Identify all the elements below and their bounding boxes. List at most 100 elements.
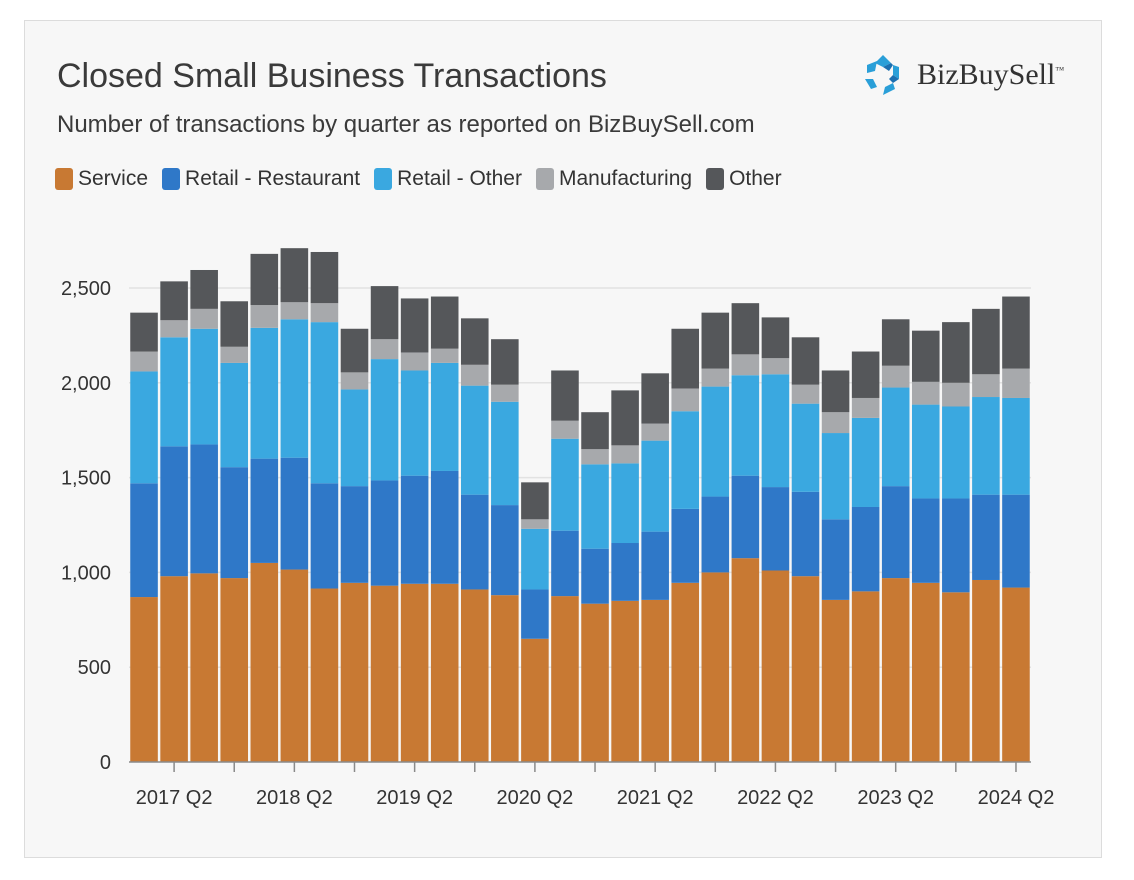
legend-item-retail-restaurant: Retail - Restaurant (162, 167, 360, 191)
bar-segment-service (821, 599, 850, 762)
bar-segment-other (641, 373, 669, 424)
bar-segment-manufacturing (611, 445, 639, 464)
bar-segment-retail-other (1002, 397, 1030, 495)
bar-segment-manufacturing (250, 305, 279, 328)
bar-segment-service (250, 562, 279, 762)
bar-segment-manufacturing (280, 302, 309, 320)
bar-segment-retail-other (491, 401, 519, 506)
x-tick-label: 2019 Q2 (376, 787, 453, 809)
bar-segment-retail-other (881, 387, 910, 487)
bar-segment-retail-restaurant (851, 506, 880, 592)
y-tick-label: 1,500 (61, 468, 111, 490)
x-tick-label: 2020 Q2 (497, 787, 574, 809)
bar-segment-retail-other (521, 528, 549, 590)
chart-title: Closed Small Business Transactions (57, 57, 607, 95)
x-tick-label: 2018 Q2 (256, 787, 333, 809)
bar-segment-retail-other (220, 362, 249, 468)
bar-segment-service (220, 578, 249, 762)
bar-segment-service (430, 583, 459, 762)
bar-segment-retail-restaurant (611, 543, 639, 601)
bar-segment-other (761, 317, 790, 359)
bar-segment-retail-other (851, 417, 880, 507)
bar-segment-retail-other (310, 322, 339, 484)
legend-swatch-service (55, 168, 73, 190)
bar-segment-manufacturing (581, 449, 609, 465)
bar-segment-other (1002, 296, 1030, 369)
bar-segment-service (280, 569, 309, 762)
bar-segment-service (160, 576, 188, 762)
bar-segment-retail-other (400, 370, 429, 476)
bar-segment-retail-other (130, 371, 158, 484)
bar-segment-retail-other (460, 385, 489, 495)
bar-segment-retail-other (581, 464, 609, 549)
bar-segment-service (581, 603, 609, 762)
bar-segment-manufacturing (972, 374, 1000, 398)
x-tick-label: 2021 Q2 (617, 787, 694, 809)
bar-segment-manufacturing (370, 339, 399, 360)
legend-item-service: Service (55, 167, 148, 191)
y-tick-label: 1,000 (61, 562, 111, 584)
x-tick-label: 2017 Q2 (136, 787, 213, 809)
legend-item-retail-other: Retail - Other (374, 167, 522, 191)
legend-label-service: Service (78, 167, 149, 190)
bar-segment-other (280, 248, 309, 303)
bar-segment-service (1002, 587, 1030, 762)
bar-segment-service (942, 592, 970, 762)
bar-segment-retail-restaurant (701, 496, 730, 573)
bar-segment-other (942, 322, 970, 383)
legend-swatch-retail-restaurant (162, 168, 181, 190)
bar-segment-retail-restaurant (370, 480, 399, 586)
legend-label-retail-other: Retail - Other (397, 167, 522, 190)
bar-segment-service (851, 591, 880, 762)
bar-segment-manufacturing (551, 420, 579, 439)
bar-segment-manufacturing (190, 308, 218, 329)
y-tick-label: 500 (78, 657, 111, 679)
bar-segment-other (190, 269, 218, 309)
bar-segment-service (731, 558, 760, 762)
bar-segment-other (851, 351, 880, 398)
bar-segment-retail-restaurant (972, 494, 1000, 580)
bar-segment-retail-other (972, 397, 1000, 495)
logo-text: BizBuySell™ (917, 58, 1065, 91)
bar-segment-retail-other (671, 411, 700, 509)
bar-segment-retail-restaurant (280, 457, 309, 570)
y-tick-label: 0 (100, 752, 111, 774)
bar-segment-manufacturing (491, 384, 519, 402)
bar-segment-retail-other (250, 327, 279, 459)
bar-segment-retail-other (942, 406, 970, 499)
bar-segment-manufacturing (942, 382, 970, 407)
bar-segment-retail-restaurant (881, 486, 910, 579)
bar-segment-manufacturing (761, 358, 790, 375)
bar-segment-manufacturing (641, 423, 669, 441)
bar-segment-retail-other (791, 403, 820, 492)
bar-segment-other (460, 318, 489, 365)
bar-segment-manufacturing (430, 348, 459, 363)
bar-segment-retail-restaurant (551, 530, 579, 597)
bar-segment-other (400, 298, 429, 353)
bar-segment-service (791, 576, 820, 762)
bar-segment-manufacturing (821, 412, 850, 434)
bar-segment-retail-restaurant (671, 508, 700, 583)
bar-segment-service (671, 582, 700, 762)
bar-segment-retail-restaurant (340, 486, 369, 583)
bar-segment-retail-restaurant (1002, 494, 1030, 588)
bar-segment-retail-other (160, 337, 188, 447)
bar-segment-other (250, 253, 279, 306)
bar-segment-retail-restaurant (400, 475, 429, 584)
bar-segment-service (460, 589, 489, 762)
bar-segment-service (701, 572, 730, 762)
chart-subtitle: Number of transactions by quarter as rep… (57, 111, 755, 138)
legend-swatch-retail-other (374, 168, 393, 190)
bar-segment-retail-restaurant (491, 505, 519, 596)
bar-segment-other (881, 319, 910, 366)
y-tick-label: 2,000 (61, 373, 111, 395)
bar-segment-other (791, 337, 820, 385)
bar-segment-service (641, 599, 669, 762)
bar-segment-retail-other (611, 463, 639, 544)
bar-segment-retail-restaurant (220, 467, 249, 579)
bar-segment-manufacturing (130, 351, 158, 372)
bar-segment-retail-restaurant (250, 458, 279, 563)
stacked-bar-chart: 0 500 1,000 1,500 2,000 2,500 2017 Q2 2018 Q2 20… (61, 248, 1054, 809)
bar-segment-service (491, 595, 519, 762)
bar-segment-retail-restaurant (731, 475, 760, 559)
